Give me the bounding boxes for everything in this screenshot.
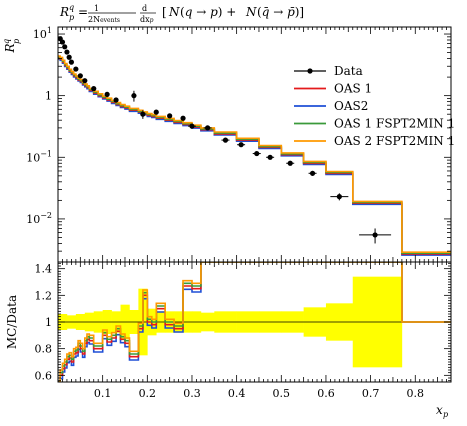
main-y-tick-label: 1	[45, 90, 52, 103]
data-point	[113, 97, 119, 103]
main-data-points	[57, 36, 392, 244]
data-point	[91, 86, 97, 92]
svg-text:1: 1	[94, 4, 99, 13]
svg-text:q: q	[69, 3, 74, 12]
ratio-mc-histograms	[58, 262, 451, 382]
data-point	[73, 66, 79, 72]
data-point	[287, 160, 293, 166]
svg-text:R: R	[3, 43, 17, 53]
svg-text:d: d	[142, 4, 147, 13]
mc-line-oas-1-fspt2min-1	[58, 56, 451, 254]
ratio-line-oas-2-fspt2min-1	[58, 262, 451, 382]
main-x-ticks	[57, 27, 452, 262]
ratio-x-ticks: 0.1 0.2 0.3 0.4 0.5 0.6 0.7 0.8	[57, 262, 452, 400]
main-panel: 10−2 10−1 1 101	[26, 26, 452, 263]
data-point	[77, 73, 83, 79]
ratio-y-ticks: 0.6 0.8 1 1.2 1.4	[35, 263, 451, 382]
main-mc-histograms	[58, 55, 451, 256]
ratio-y-tick-label: 1	[45, 316, 52, 329]
x-tick-label: 0.2	[139, 387, 157, 400]
data-point	[180, 115, 186, 121]
data-point	[66, 54, 72, 60]
data-point	[62, 44, 68, 50]
x-tick-label: 0.1	[94, 387, 112, 400]
legend-label: OAS 1	[334, 82, 372, 96]
data-point	[64, 49, 70, 55]
x-tick-label: 0.6	[317, 387, 335, 400]
ratio-line-oas2	[58, 262, 451, 382]
legend-item: OAS 1 FSPT2MIN 1	[294, 117, 455, 131]
svg-text:R: R	[59, 5, 69, 19]
x-axis-label: x p	[436, 403, 448, 419]
data-point	[267, 154, 273, 160]
svg-text:p: p	[443, 410, 448, 419]
main-y-ticks: 10−2 10−1 1 101	[26, 26, 451, 263]
mc-line-oas-1	[58, 57, 451, 255]
main-y-tick-label: 10−2	[26, 211, 52, 226]
data-point	[189, 123, 195, 129]
x-tick-label: 0.4	[228, 387, 246, 400]
svg-text:p: p	[69, 13, 74, 22]
x-tick-label: 0.3	[183, 387, 201, 400]
main-y-tick-label: 10−1	[26, 149, 52, 164]
legend-item: Data	[294, 64, 363, 78]
data-point	[104, 91, 110, 97]
legend-label: OAS2	[334, 99, 368, 113]
data-point	[167, 113, 173, 119]
ratio-line-oas-1	[58, 262, 451, 382]
data-point	[254, 150, 260, 157]
ratio-y-tick-label: 1.2	[35, 289, 53, 302]
svg-text:[: [	[162, 5, 167, 19]
data-point	[153, 109, 159, 115]
x-tick-label: 0.7	[362, 387, 380, 400]
x-tick-label: 0.5	[273, 387, 291, 400]
svg-text:N: N	[168, 5, 180, 19]
svg-text:(q → p) +: (q → p) +	[180, 5, 236, 19]
svg-text:(q̄ → p̄)]: (q̄ → p̄)]	[257, 5, 304, 19]
data-point	[372, 232, 378, 238]
legend-item: OAS2	[294, 99, 368, 113]
legend-label: OAS 1 FSPT2MIN 1	[334, 117, 455, 131]
data-point	[238, 142, 244, 148]
data-point	[205, 125, 211, 131]
svg-text:2Nevents: 2Nevents	[88, 15, 120, 24]
data-point	[140, 111, 146, 117]
data-point	[68, 59, 74, 65]
svg-text:x: x	[436, 403, 443, 417]
legend-marker	[307, 68, 313, 74]
data-point	[309, 170, 316, 176]
main-y-axis-label: R q p	[2, 39, 21, 54]
legend-label: Data	[334, 64, 363, 78]
svg-text:dxp: dxp	[140, 15, 154, 24]
mc-line-oas-2-fspt2min-1	[58, 55, 451, 253]
legend: Data OAS 1 OAS2 OAS 1 FSPT2MIN 1 OAS 2 FSPT2…	[294, 64, 455, 148]
svg-text:=: =	[78, 5, 88, 19]
svg-text:N: N	[245, 5, 257, 19]
chart-title: R p q = 1 2Nevents d dxp [ N (q → p) + N…	[59, 3, 304, 24]
ratio-panel: 0.6 0.8 1 1.2 1.4 0.1 0.2 0.3 0.4 0.5 0.6 0.7 0.8	[35, 261, 452, 400]
ratio-line-oas-1-fspt2min-1	[58, 262, 451, 382]
mc-line-oas2	[58, 58, 451, 256]
data-point	[222, 137, 229, 143]
legend-item: OAS 2 FSPT2MIN 1	[294, 134, 455, 148]
svg-text:p: p	[12, 39, 21, 44]
ratio-y-tick-label: 0.6	[35, 369, 53, 382]
svg-text:q: q	[2, 39, 11, 44]
ratio-y-tick-label: 1.4	[35, 263, 53, 276]
ratio-y-tick-label: 0.8	[35, 343, 53, 356]
legend-label: OAS 2 FSPT2MIN 1	[334, 134, 455, 148]
data-point	[336, 194, 342, 200]
legend-item: OAS 1	[294, 82, 372, 96]
data-point	[82, 78, 88, 84]
data-point	[131, 93, 137, 99]
main-y-tick-label: 101	[33, 26, 52, 41]
x-tick-label: 0.8	[407, 387, 425, 400]
ratio-y-axis-label: MC/Data	[5, 295, 19, 349]
